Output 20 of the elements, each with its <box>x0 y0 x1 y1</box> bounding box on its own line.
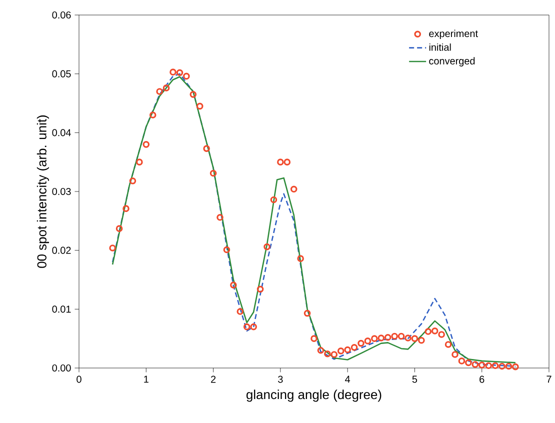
x-axis-title: glancing angle (degree) <box>246 390 382 402</box>
legend-label: experiment <box>429 30 478 40</box>
legend-label: converged <box>429 57 475 66</box>
x-tick-label: 2 <box>211 376 216 383</box>
x-tick-label: 3 <box>278 376 283 383</box>
y-tick-label: 0.04 <box>52 129 71 136</box>
y-tick-label: 0.03 <box>52 188 71 196</box>
x-tick-label: 1 <box>144 376 148 383</box>
legend-label: initial <box>429 43 451 51</box>
y-tick-label: 0.00 <box>52 364 71 372</box>
y-axis-title: 00 spot intencity (arb. unit) <box>36 115 49 268</box>
x-tick-label: 4 <box>345 376 350 383</box>
y-tick-label: 0.06 <box>52 11 71 19</box>
x-tick-label: 7 <box>546 376 552 383</box>
y-tick-label: 0.05 <box>52 70 71 78</box>
y-tick-label: 0.02 <box>52 246 71 254</box>
x-tick-label: 0 <box>76 376 82 383</box>
x-tick-label: 5 <box>412 376 418 383</box>
x-tick-label: 6 <box>480 376 484 383</box>
y-tick-label: 0.01 <box>52 306 71 313</box>
